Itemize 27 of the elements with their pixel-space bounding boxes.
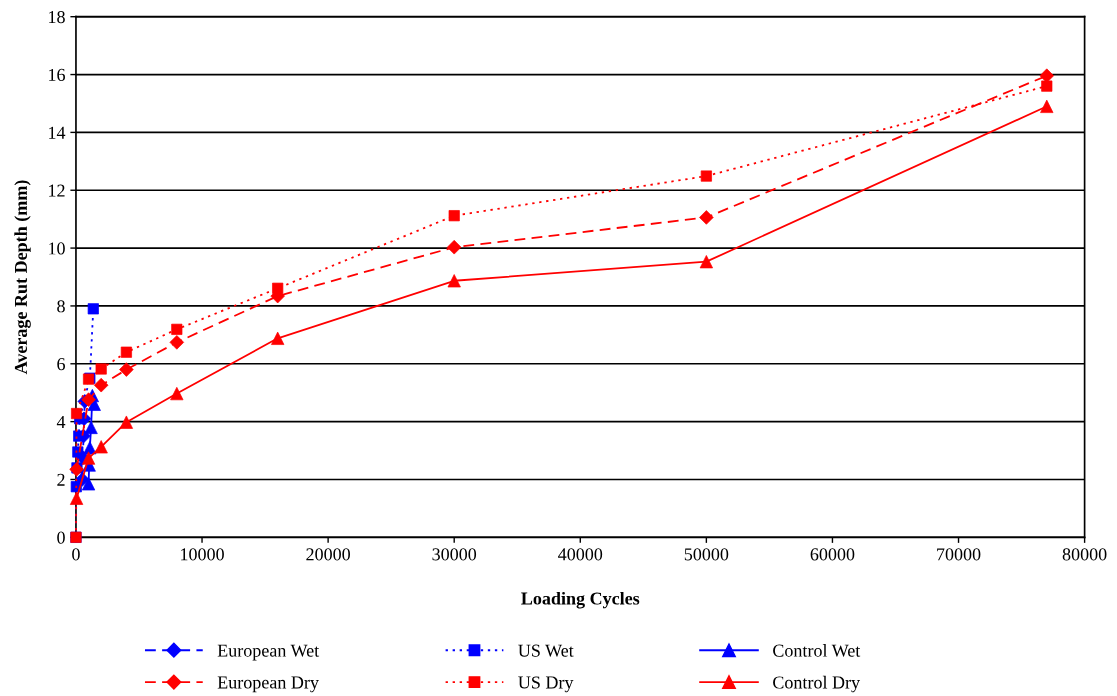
x-tick-label: 30000 xyxy=(432,548,477,561)
y-tick-label: 8 xyxy=(57,300,65,313)
y-tick-label: 16 xyxy=(49,68,65,81)
y-tick-label: 12 xyxy=(49,184,65,197)
x-tick-label: 80000 xyxy=(1062,548,1107,561)
x-tick-label: 10000 xyxy=(181,548,224,561)
y-tick-label: 14 xyxy=(49,126,66,139)
x-tick-label: 50000 xyxy=(684,548,729,561)
legend-label: US Dry xyxy=(518,676,574,693)
y-tick-label: 6 xyxy=(57,358,65,371)
y-tick-label: 4 xyxy=(56,416,66,428)
y-tick-label: 0 xyxy=(57,531,65,544)
legend-label: US Wet xyxy=(518,644,574,657)
legend-label: European Dry xyxy=(217,676,319,693)
x-axis-title: Loading Cycles xyxy=(521,591,640,609)
legend-label: Control Dry xyxy=(773,675,861,693)
y-axis-title: Average Rut Depth (mm) xyxy=(14,180,31,375)
x-tick-label: 70000 xyxy=(937,548,981,561)
x-tick-label: 40000 xyxy=(558,548,603,561)
y-tick-label: 2 xyxy=(57,473,65,486)
y-tick-label: 18 xyxy=(49,10,65,24)
legend-label: Control Wet xyxy=(773,644,861,657)
x-tick-label: 60000 xyxy=(810,548,855,561)
x-tick-label: 20000 xyxy=(306,548,350,561)
legend-label: European Wet xyxy=(217,644,320,661)
y-tick-label: 10 xyxy=(49,242,65,255)
x-tick-label: 0 xyxy=(72,548,80,561)
